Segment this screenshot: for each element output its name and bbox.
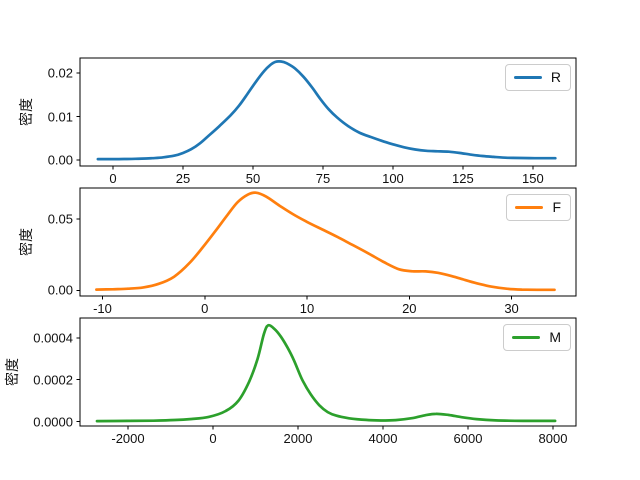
legend-label-R: R	[550, 69, 561, 85]
legend-F: F	[506, 194, 571, 221]
x-tick-label-M: 2000	[283, 431, 313, 446]
y-tick-label-R: 0.01	[47, 109, 73, 125]
legend-line-sample-M	[512, 336, 541, 339]
x-tick-label-F: -10	[93, 301, 112, 316]
y-axis-label-M: 密度	[4, 358, 20, 386]
x-tick-label-F: 0	[201, 301, 209, 316]
x-tick-label-F: 20	[402, 301, 417, 316]
legend-M: M	[503, 324, 571, 351]
density-curve-R	[96, 60, 557, 161]
axes-box-R	[79, 57, 577, 167]
x-tick-label-R: 50	[245, 171, 261, 186]
y-tick-label-M: 0.0004	[33, 330, 73, 346]
x-tick-label-M: 4000	[368, 431, 398, 446]
x-tick-label-R: 25	[175, 171, 191, 186]
y-tick-label-M: 0.0002	[33, 372, 73, 388]
x-tick-label-R: 75	[315, 171, 331, 186]
y-tick-label-M: 0.0000	[33, 414, 73, 429]
x-tick-label-M: 8000	[538, 431, 568, 446]
x-tick-label-R: 100	[382, 171, 404, 186]
x-tick-label-F: 10	[299, 301, 315, 316]
x-tick-label-M: 0	[209, 431, 217, 446]
x-tick-label-R: 150	[522, 171, 544, 186]
y-tick-label-R: 0.00	[47, 152, 73, 168]
x-tick-label-R: 125	[452, 171, 474, 186]
x-tick-label-M: 6000	[453, 431, 483, 446]
legend-line-sample-F	[515, 206, 544, 209]
density-curve-M	[95, 323, 557, 423]
x-tick-label-M: -2000	[111, 431, 145, 446]
y-tick-label-R: 0.02	[47, 65, 73, 81]
y-axis-label-F: 密度	[18, 228, 34, 256]
legend-label-F: F	[552, 199, 561, 215]
legend-label-M: M	[549, 329, 561, 345]
legend-R: R	[504, 64, 571, 91]
axes-box-F	[79, 187, 577, 297]
y-tick-label-F: 0.05	[47, 211, 73, 227]
legend-line-sample-R	[513, 76, 542, 79]
x-tick-label-R: 0	[109, 171, 117, 186]
density-curve-F	[95, 191, 556, 292]
y-axis-label-R: 密度	[18, 98, 34, 126]
x-tick-label-F: 30	[504, 301, 519, 316]
axes-box-M	[79, 317, 577, 427]
y-tick-label-F: 0.00	[47, 282, 73, 298]
